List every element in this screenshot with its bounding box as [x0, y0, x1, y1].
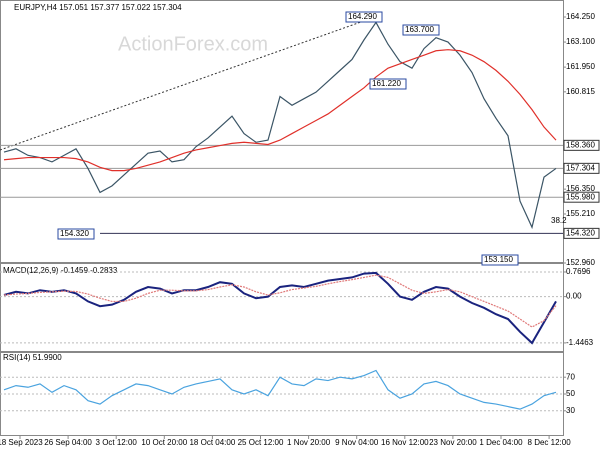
y-tick-label: 30: [566, 406, 575, 415]
y-tick-label: 155.210: [566, 209, 595, 218]
y-tick-label: 163.100: [566, 37, 595, 46]
annotation-box: [481, 254, 519, 266]
x-tick-label: 26 Sep 04:00: [44, 438, 92, 447]
level-box: [563, 139, 600, 151]
watermark: ActionForex.com: [118, 33, 268, 55]
x-tick-label: 3 Oct 12:00: [96, 438, 138, 447]
annotation-box: [369, 78, 407, 90]
annotation: 153.150: [484, 255, 513, 264]
level-label: 158.360: [566, 140, 595, 149]
macd-panel: [0, 263, 564, 352]
y-tick-label: 0.7696: [566, 267, 591, 276]
price-panel: [0, 0, 564, 263]
x-tick-label: 9 Nov 04:00: [335, 438, 379, 447]
y-tick-label: 161.950: [566, 62, 595, 71]
x-tick-label: 1 Nov 20:00: [287, 438, 331, 447]
x-tick-label: 25 Oct 12:00: [238, 438, 284, 447]
annotation: 154.320: [60, 229, 89, 238]
x-tick-label: 10 Oct 20:00: [141, 438, 187, 447]
annotation-box: [345, 11, 383, 23]
x-tick-label: 18 Sep 2023: [0, 438, 43, 447]
y-tick-label: -1.4463: [566, 338, 594, 347]
y-tick-label: 50: [566, 389, 575, 398]
y-tick-label: 152.960: [566, 258, 595, 267]
y-tick-label: 70: [566, 372, 575, 381]
annotation-box: [57, 228, 95, 240]
annotation: 163.700: [405, 25, 434, 34]
level-label: 154.320: [566, 228, 595, 237]
level-box: [563, 162, 600, 174]
level-label: 155.980: [566, 192, 595, 201]
series-line: [3, 271, 557, 345]
rsi-title: RSI(14) 51.9900: [3, 353, 62, 362]
series-line: [3, 21, 557, 230]
x-tick-label: 18 Oct 04:00: [189, 438, 235, 447]
annotation: 164.290: [348, 12, 377, 21]
x-tick-label: 16 Nov 12:00: [381, 438, 429, 447]
series-line: [3, 369, 557, 410]
annotation: 38.2: [551, 216, 567, 225]
series-line: [3, 274, 557, 328]
annotation-box: [402, 24, 440, 36]
level-box: [563, 191, 600, 203]
x-tick-label: 8 Dec 12:00: [528, 438, 572, 447]
y-tick-label: 160.815: [566, 87, 595, 96]
series-line: [3, 49, 557, 172]
y-tick-label: 164.250: [566, 12, 595, 21]
level-label: 157.304: [566, 163, 595, 172]
chart-title: EURJPY,H4 157.051 157.377 157.022 157.30…: [14, 3, 182, 12]
y-tick-label: 156.350: [566, 184, 595, 193]
annotation: 161.220: [372, 79, 401, 88]
y-tick-label: 0.00: [566, 292, 582, 301]
x-tick-label: 23 Nov 20:00: [429, 438, 477, 447]
macd-title: MACD(12,26,9) -0.1459 -0.2833: [3, 266, 118, 275]
level-box: [563, 227, 600, 239]
x-tick-label: 1 Dec 04:00: [479, 438, 523, 447]
